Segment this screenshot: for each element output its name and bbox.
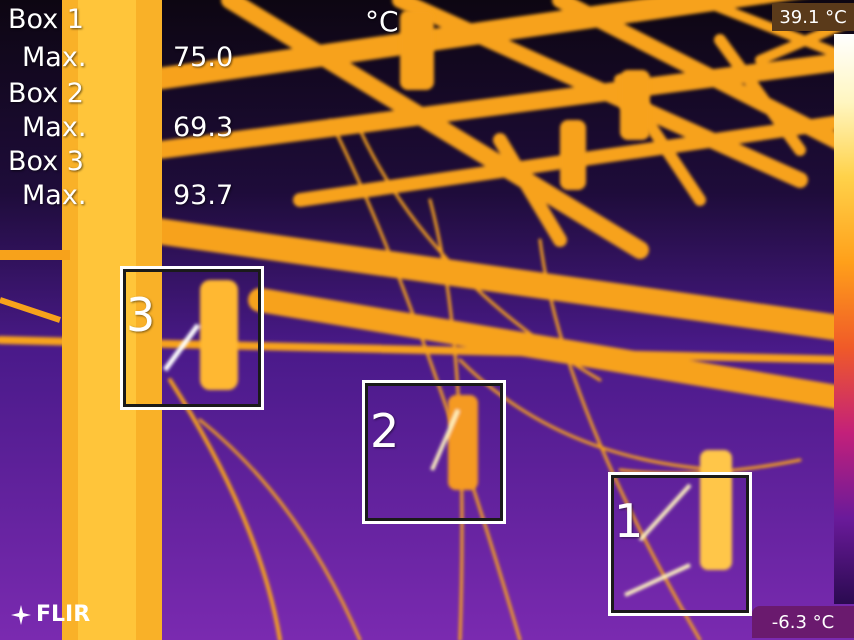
temperature-colorbar [834, 34, 854, 604]
box2-stat: Max. [22, 112, 87, 143]
temperature-unit: °C [365, 5, 399, 38]
scale-min-label: -6.3 °C [752, 606, 854, 638]
scale-max-label: 39.1 °C [772, 3, 854, 31]
flir-logo-icon [11, 604, 31, 625]
flir-logo-text: FLIR [36, 602, 91, 627]
measurement-box-1[interactable] [608, 472, 752, 616]
box-number-1: 1 [614, 494, 644, 548]
box3-label: Box 3 [8, 146, 84, 177]
flir-logo: FLIR [10, 602, 90, 627]
box1-label: Box 1 [8, 4, 84, 35]
box2-value: 69.3 [173, 112, 234, 143]
measurement-box-2[interactable] [362, 380, 506, 524]
box-number-3: 3 [126, 288, 156, 342]
box1-stat: Max. [22, 42, 87, 73]
box2-label: Box 2 [8, 78, 84, 109]
measurement-box-3[interactable] [120, 266, 264, 410]
box3-stat: Max. [22, 180, 87, 211]
box-number-2: 2 [370, 404, 400, 458]
box3-value: 93.7 [173, 180, 234, 211]
box1-value: 75.0 [173, 42, 234, 73]
